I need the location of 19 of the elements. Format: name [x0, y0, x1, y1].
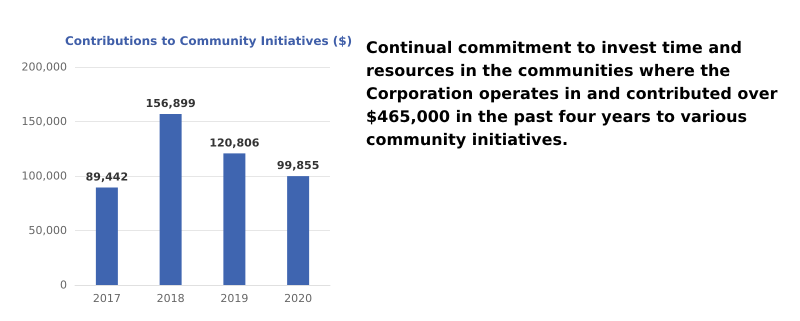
y-tick-label: 50,000	[28, 224, 67, 237]
text: Continual commitment to invest time and resources in the communities where the Corporation operates in and contributed over $465,000 in the past four years to various community initiatives.	[366, 38, 784, 149]
bar	[223, 153, 246, 285]
x-tick-label: 2018	[156, 292, 185, 305]
bar	[96, 188, 118, 285]
data-label: 99,855	[276, 159, 320, 172]
x-tick-label: 2020	[284, 292, 312, 305]
y-tick-label: 150,000	[22, 115, 67, 128]
y-tick-label: 0	[60, 278, 67, 292]
y-tick-label: 100,000	[22, 170, 67, 182]
chart-title: Contributions to Community Initiatives ($)	[65, 34, 352, 48]
data-label: 89,442	[86, 170, 128, 184]
data-label: 156,899	[146, 96, 196, 110]
x-tick-label: 2017	[92, 292, 121, 305]
y-tick-label: 200,000	[22, 60, 67, 74]
bar	[287, 176, 310, 285]
bar	[160, 114, 182, 285]
data-label: 120,806	[209, 136, 260, 150]
x-tick-label: 2019	[220, 292, 248, 305]
